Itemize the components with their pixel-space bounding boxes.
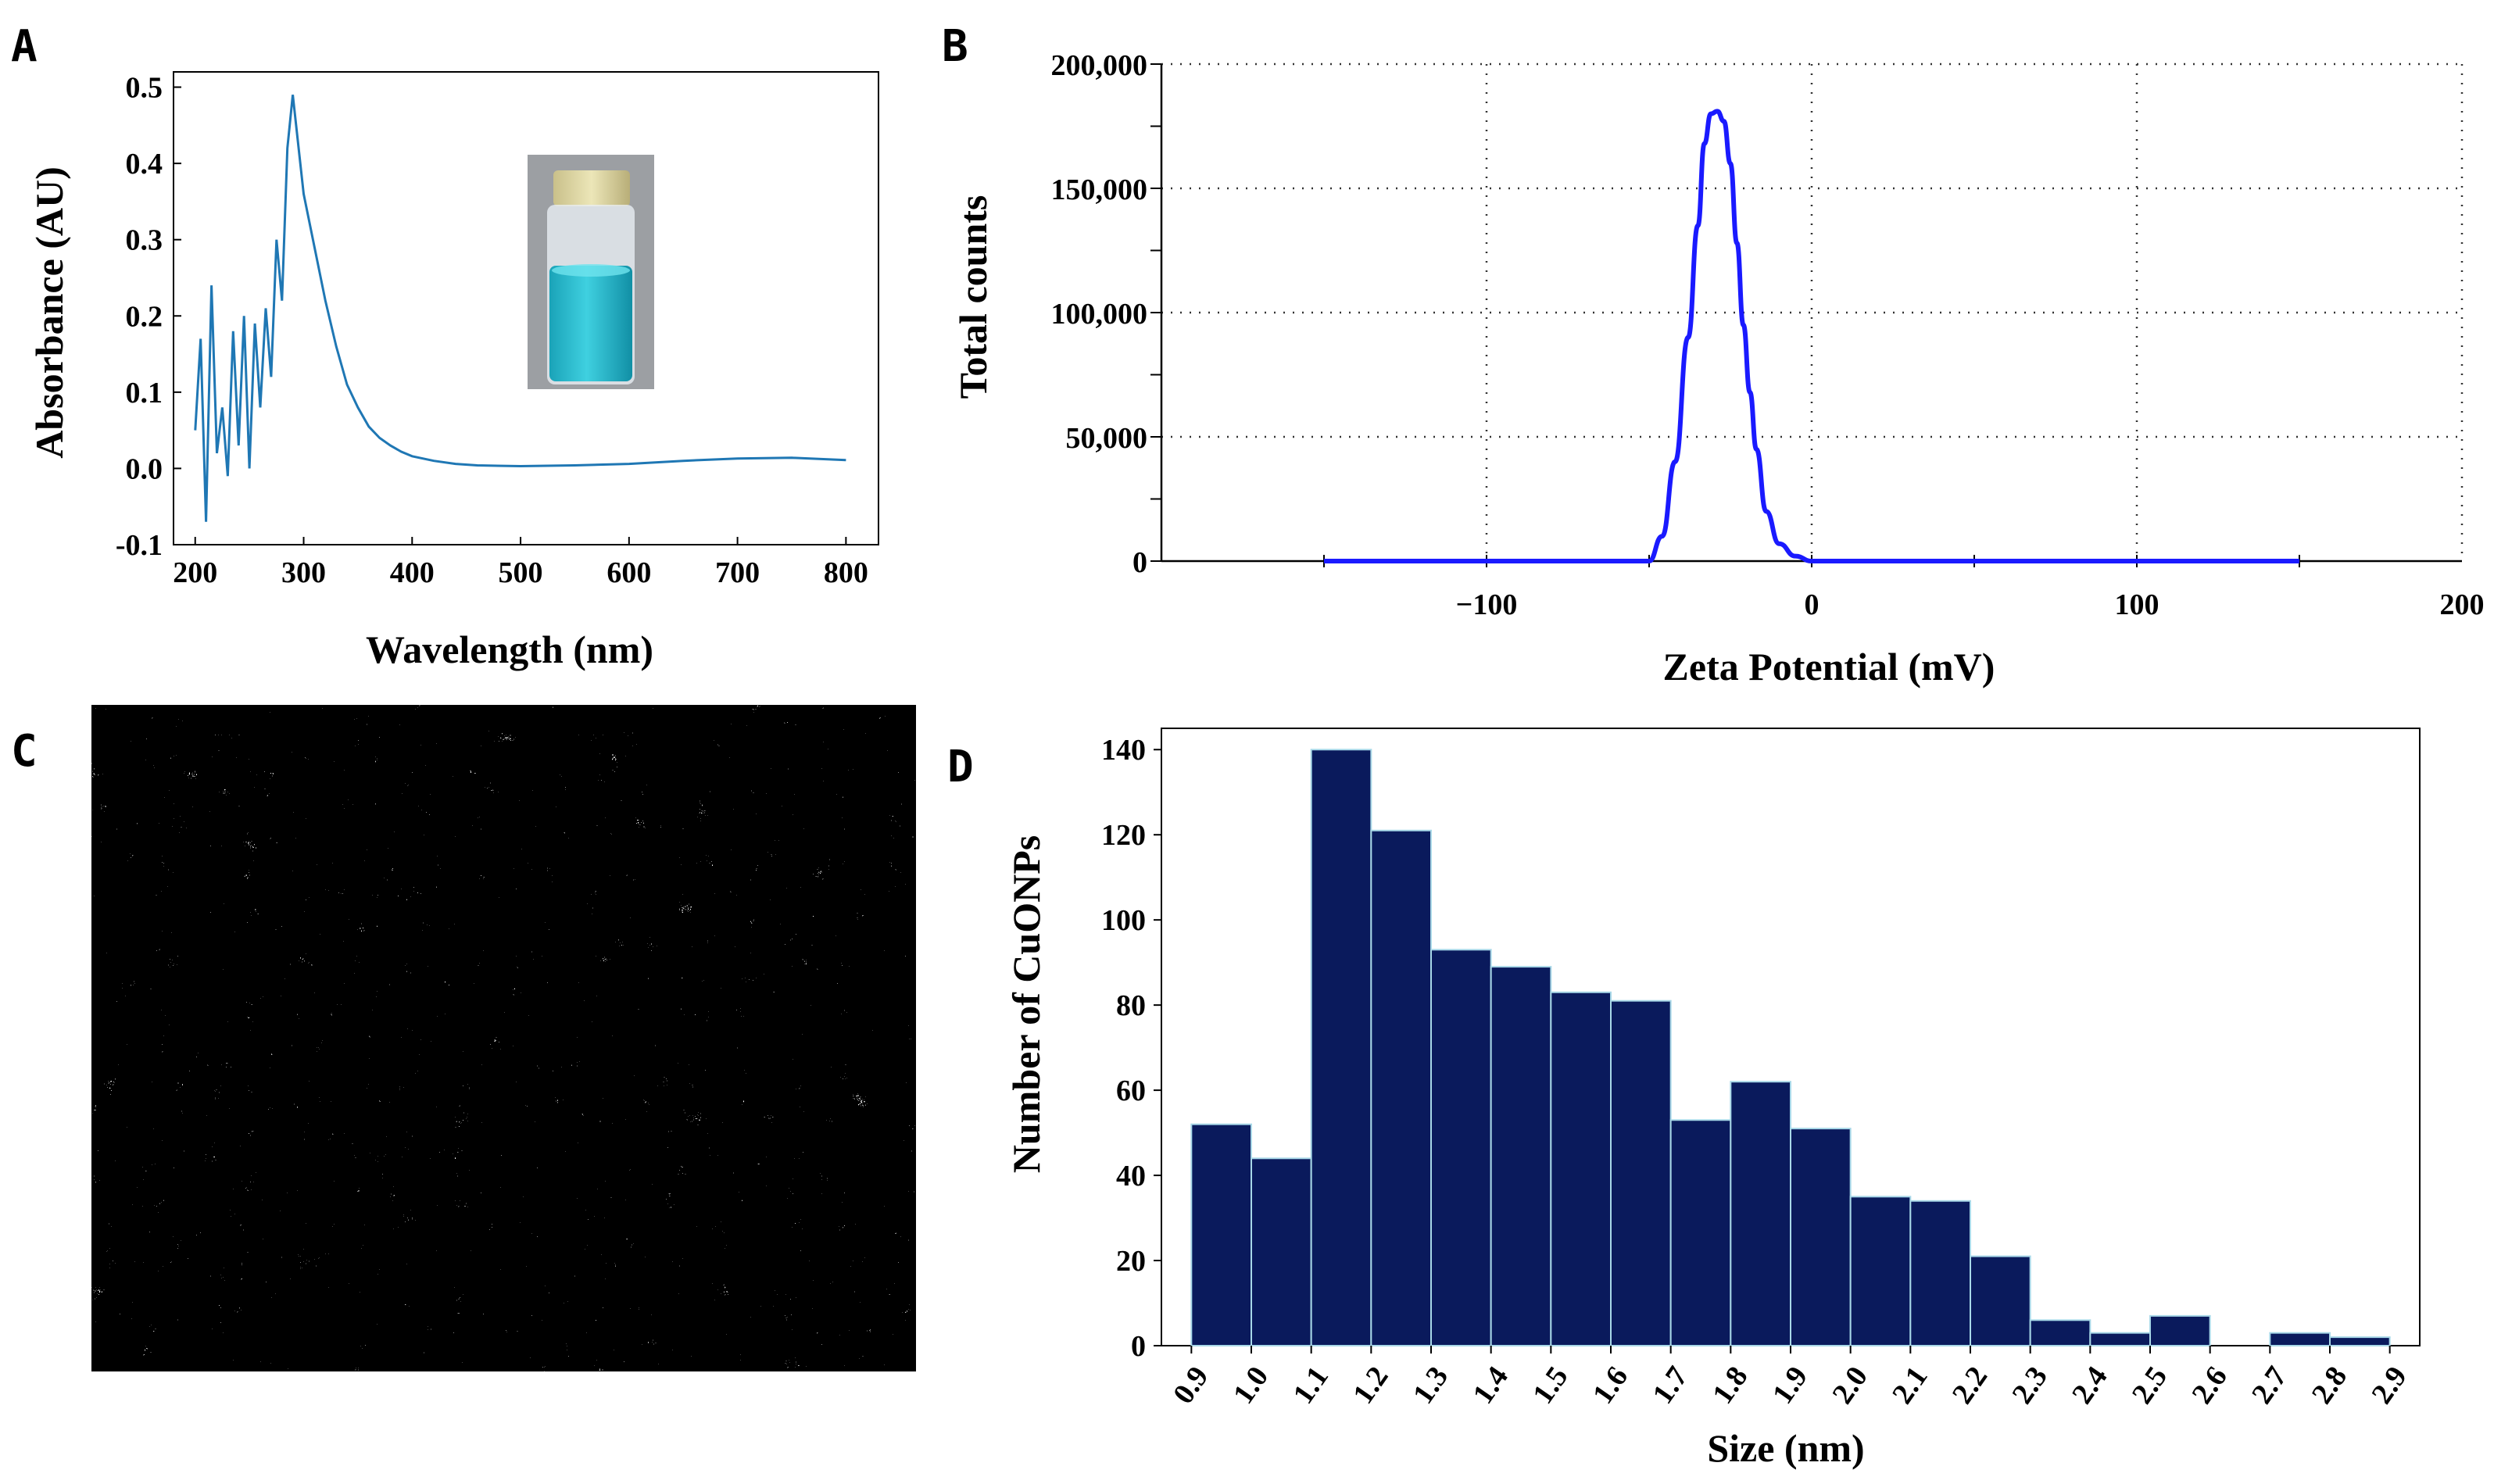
panel-letter-c: C	[11, 726, 38, 777]
histogram-bar	[1310, 749, 1372, 1346]
zeta-x-tick-label: −100	[1456, 588, 1518, 621]
histogram-bar	[1490, 966, 1552, 1346]
uv-plot-frame	[173, 71, 879, 545]
zeta-y-tick-label: 0	[1132, 546, 1147, 579]
histogram-bar	[1970, 1255, 2031, 1346]
zeta-y-tick-label: 100,000	[1051, 298, 1148, 331]
histogram-bar	[1550, 991, 1612, 1346]
histogram-x-tick-label: 1.2	[1347, 1361, 1395, 1410]
zeta-y-tick-label: 50,000	[1066, 422, 1148, 455]
histogram-bar	[1909, 1200, 1971, 1347]
histogram-x-tick-label: 2.1	[1886, 1361, 1934, 1410]
uv-x-tick-label: 800	[824, 556, 868, 589]
histogram-x-tick-label: 1.4	[1466, 1361, 1515, 1410]
uv-x-tick-label: 600	[607, 556, 651, 589]
panel-letter-b: B	[942, 21, 968, 72]
histogram-x-tick-label: 1.5	[1526, 1361, 1575, 1410]
zeta-x-tick-label: 100	[2115, 588, 2159, 621]
tem-micrograph	[91, 705, 916, 1371]
histogram-bar	[1430, 949, 1492, 1346]
histogram-bar	[2029, 1319, 2091, 1346]
histogram-x-tick-label: 0.9	[1167, 1361, 1215, 1410]
uv-x-axis-label: Wavelength (nm)	[366, 628, 653, 671]
size-histogram-chart: 0.9 1.0 1.1 1.2 1.3 1.4 1.5 1.6 1.7 1.8 1.9 2.0 2.1 2…	[1004, 728, 2421, 1470]
uv-y-tick-label: 0.3	[126, 224, 163, 257]
histogram-bar	[1790, 1128, 1852, 1346]
uv-x-tick-label: 200	[173, 556, 217, 589]
uv-x-tick-label: 700	[715, 556, 760, 589]
histogram-bar	[2149, 1314, 2211, 1346]
histogram-x-tick-label: 1.1	[1286, 1361, 1335, 1410]
histogram-x-tick-label: 2.4	[2066, 1361, 2114, 1410]
histogram-y-tick-label: 0	[1131, 1330, 1146, 1363]
histogram-y-axis-label: Number of CuONPs	[1004, 835, 1048, 1173]
zeta-y-axis-label: Total counts	[951, 195, 995, 399]
histogram-x-tick-label: 1.6	[1587, 1361, 1635, 1410]
uv-absorbance-line	[194, 95, 846, 522]
histogram-bar	[2269, 1332, 2331, 1346]
uv-x-tick-label: 500	[499, 556, 543, 589]
histogram-y-tick-label: 60	[1116, 1075, 1146, 1107]
histogram-bar	[2329, 1336, 2391, 1346]
histogram-x-tick-label: 1.9	[1766, 1361, 1815, 1410]
zeta-distribution-line	[1324, 109, 2299, 564]
histogram-x-tick-label: 1.7	[1646, 1361, 1694, 1410]
panel-letter-d: D	[947, 742, 974, 792]
zeta-x-tick-label: 200	[2440, 588, 2485, 621]
histogram-x-tick-label: 2.2	[1946, 1361, 1995, 1410]
histogram-bar	[2089, 1332, 2151, 1346]
histogram-bar	[1730, 1081, 1791, 1346]
histogram-y-tick-label: 140	[1101, 734, 1146, 767]
histogram-x-tick-label: 2.7	[2245, 1361, 2294, 1410]
uv-y-tick-label: 0.1	[126, 377, 163, 409]
uv-y-tick-label: 0.0	[126, 452, 163, 485]
zeta-y-tick-label: 150,000	[1051, 173, 1148, 206]
vial-photo-inset	[528, 155, 654, 389]
histogram-y-tick-label: 40	[1116, 1160, 1146, 1193]
histogram-y-tick-label: 120	[1101, 819, 1146, 852]
histogram-y-tick-label: 20	[1116, 1245, 1146, 1278]
histogram-x-tick-label: 1.3	[1407, 1361, 1455, 1410]
histogram-bar	[1370, 829, 1433, 1347]
histogram-x-tick-label: 2.8	[2306, 1361, 2354, 1410]
uv-vis-chart: 200 300 400 500 600 700 800 -0.1 0.0 0.1 0.2 0.3 0.4…	[27, 71, 879, 671]
histogram-bar	[1190, 1123, 1253, 1347]
histogram-x-axis-label: Size (nm)	[1707, 1426, 1864, 1470]
zeta-y-tick-label: 200,000	[1051, 49, 1148, 82]
zeta-x-tick-label: 0	[1805, 588, 1820, 621]
scale-bar	[120, 1333, 419, 1345]
histogram-x-tick-label: 2.0	[1826, 1361, 1874, 1410]
histogram-bar	[1849, 1196, 1912, 1346]
uv-y-tick-label: -0.1	[116, 529, 163, 562]
histogram-bar	[1251, 1157, 1312, 1347]
vial-blue-solution	[549, 266, 632, 381]
histogram-bar	[1610, 999, 1672, 1347]
uv-y-axis-label: Absorbance (AU)	[27, 166, 71, 459]
histogram-x-tick-label: 2.9	[2365, 1361, 2413, 1410]
zeta-x-axis-label: Zeta Potential (mV)	[1663, 645, 1995, 688]
histogram-x-tick-label: 1.8	[1706, 1361, 1755, 1410]
uv-y-tick-label: 0.5	[126, 72, 163, 105]
histogram-x-tick-label: 2.6	[2185, 1361, 2234, 1410]
uv-y-tick-label: 0.4	[126, 148, 163, 181]
uv-y-tick-label: 0.2	[126, 300, 163, 333]
histogram-x-tick-label: 1.0	[1227, 1361, 1276, 1410]
panel-letter-a: A	[11, 21, 38, 72]
histogram-y-tick-label: 80	[1116, 989, 1146, 1022]
uv-x-tick-label: 400	[390, 556, 435, 589]
histogram-x-tick-label: 2.3	[2006, 1361, 2054, 1410]
zeta-potential-chart: −100 0 100 200050,000100,000150,000200,000 …	[951, 49, 2485, 688]
histogram-x-tick-label: 2.5	[2126, 1361, 2174, 1410]
tem-image	[91, 705, 916, 1371]
vial-cap	[553, 170, 630, 206]
histogram-bar	[1669, 1119, 1732, 1346]
uv-x-tick-label: 300	[281, 556, 326, 589]
histogram-y-tick-label: 100	[1101, 904, 1146, 937]
